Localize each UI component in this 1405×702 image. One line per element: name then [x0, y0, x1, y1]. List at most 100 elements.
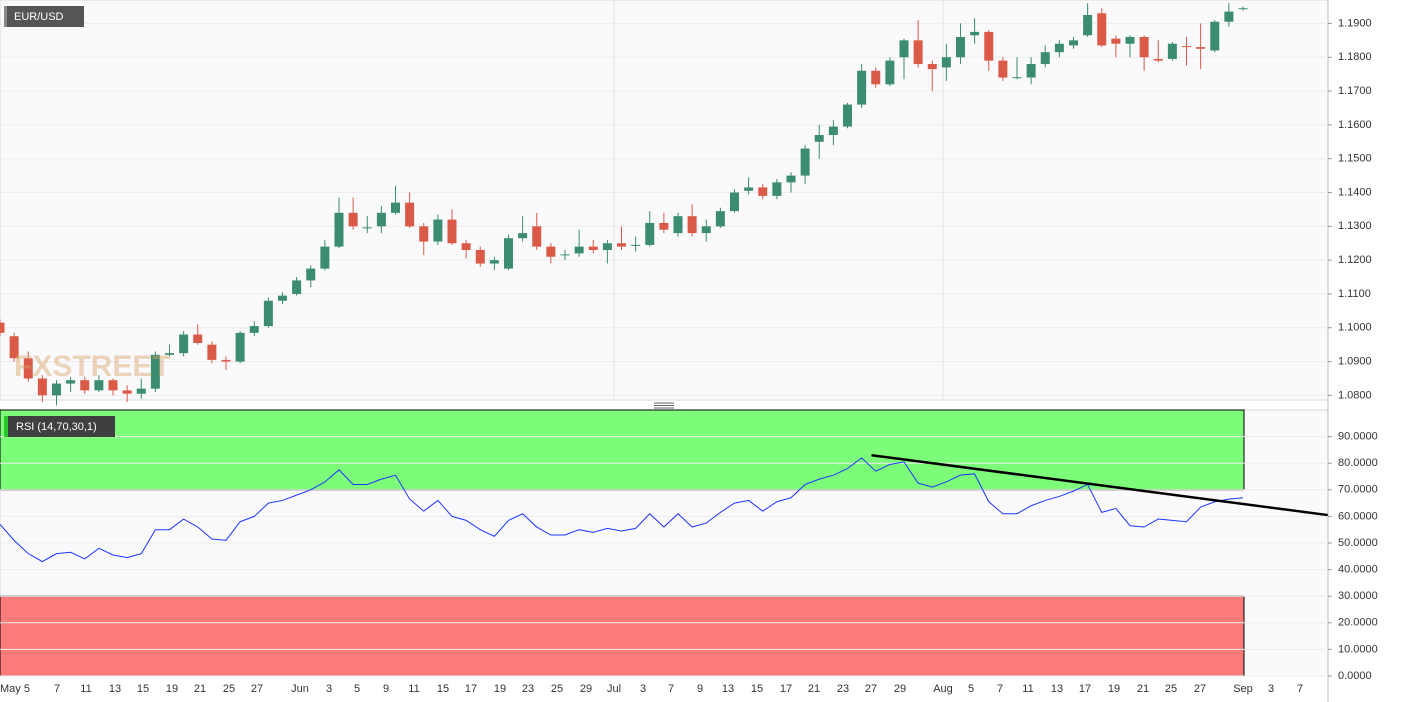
candle-body: [1097, 13, 1107, 46]
candle-body: [419, 226, 429, 242]
candle-body: [574, 246, 584, 254]
candle-body: [518, 233, 528, 239]
candle-body: [320, 246, 330, 269]
candle-body: [348, 212, 358, 227]
candle-body: [560, 254, 570, 256]
candle-body: [1182, 46, 1191, 48]
candle-body: [1224, 11, 1234, 22]
candle-body: [899, 40, 909, 58]
x-tick-label: 29: [580, 683, 592, 695]
y-tick-label: 70.0000: [1338, 484, 1378, 496]
candle-body: [1083, 14, 1093, 36]
x-tick-label: 3: [1268, 683, 1274, 695]
x-tick-label: 17: [780, 683, 792, 695]
candle-body: [843, 104, 852, 127]
y-tick-label: 20.0000: [1338, 617, 1378, 629]
candle-body: [871, 70, 881, 85]
x-tick-label: 9: [697, 683, 703, 695]
candle-body: [1196, 47, 1206, 49]
x-tick-label: 13: [1051, 683, 1063, 695]
candle-body: [744, 187, 754, 191]
candle-body: [786, 175, 796, 183]
x-tick-label: 27: [251, 683, 263, 695]
candle-body: [617, 243, 626, 247]
candle-body: [1040, 52, 1050, 65]
candle-body: [730, 192, 739, 212]
splitter[interactable]: [654, 402, 674, 409]
x-tick-label: 21: [194, 683, 206, 695]
candle-body: [122, 390, 132, 394]
x-tick-label: Jul: [607, 683, 621, 695]
candle-body: [715, 211, 725, 227]
y-tick-label: 1.0800: [1338, 389, 1372, 401]
candle-body: [970, 31, 980, 36]
x-tick-label: 25: [223, 683, 235, 695]
candle-body: [334, 212, 344, 247]
title-accent: [4, 6, 7, 27]
x-tick-label: 5: [968, 683, 974, 695]
x-tick-label: 5: [354, 683, 360, 695]
x-tick-label: 23: [522, 683, 534, 695]
candle-body: [391, 202, 400, 213]
candle-body: [772, 182, 782, 196]
candle-body: [546, 246, 556, 257]
y-tick-label: 1.1000: [1338, 322, 1372, 334]
candle-body: [673, 216, 683, 234]
candle-body: [94, 380, 104, 391]
x-tick-label: 11: [80, 683, 91, 695]
y-tick-label: 1.1600: [1338, 119, 1372, 131]
candle-body: [1054, 43, 1064, 53]
title-box: [4, 6, 84, 27]
candle-body: [405, 202, 415, 227]
x-tick-label: 9: [383, 683, 389, 695]
candle-body: [235, 332, 245, 362]
candle-body: [165, 353, 174, 355]
candle-body: [179, 334, 189, 354]
candle-body: [475, 249, 485, 264]
x-tick-label: Jun: [291, 683, 309, 695]
candle-body: [984, 31, 994, 61]
x-tick-label: 11: [408, 683, 419, 695]
candle-body: [9, 336, 19, 359]
title-accent: [4, 416, 8, 437]
candle-body: [37, 378, 47, 396]
y-tick-label: 40.0000: [1338, 564, 1378, 576]
x-tick-label: 27: [865, 683, 877, 695]
y-tick-label: 1.1400: [1338, 186, 1372, 198]
x-tick-label: 7: [997, 683, 1003, 695]
candle-body: [1210, 21, 1220, 51]
candle-body: [602, 243, 612, 250]
candle-body: [306, 268, 316, 281]
rsi-line: [0, 457, 1244, 563]
overbought-zone: [0, 409, 1245, 491]
y-tick-label: 90.0000: [1338, 431, 1378, 443]
candle-body: [927, 64, 937, 70]
x-tick-label: 17: [465, 683, 477, 695]
candle-body: [913, 40, 923, 65]
y-tick-label: 60.0000: [1338, 510, 1378, 522]
candle-body: [758, 187, 768, 196]
candle-body: [1153, 58, 1163, 61]
x-tick-label: 19: [1108, 683, 1120, 695]
candle-body: [263, 300, 273, 327]
x-tick-label: 25: [1165, 683, 1177, 695]
candle-body: [1069, 40, 1078, 46]
candle-body: [631, 244, 641, 246]
candle-body: [857, 70, 867, 105]
y-tick-label: 1.1200: [1338, 254, 1372, 266]
candle-body: [956, 36, 965, 58]
candle-body: [701, 226, 711, 234]
y-tick-label: 1.1500: [1338, 153, 1372, 165]
candle-body: [645, 222, 655, 245]
candle-body: [207, 344, 217, 360]
y-tick-label: 50.0000: [1338, 537, 1378, 549]
candle-body: [1139, 36, 1149, 58]
candle-body: [150, 354, 160, 389]
x-tick-label: 17: [1079, 683, 1091, 695]
y-tick-label: 30.0000: [1338, 590, 1378, 602]
rsi-title: RSI (14,70,30,1): [16, 421, 97, 433]
x-tick-label: 21: [1137, 683, 1149, 695]
candle-body: [941, 57, 951, 68]
candle-body: [659, 222, 669, 230]
candle-body: [814, 135, 824, 142]
